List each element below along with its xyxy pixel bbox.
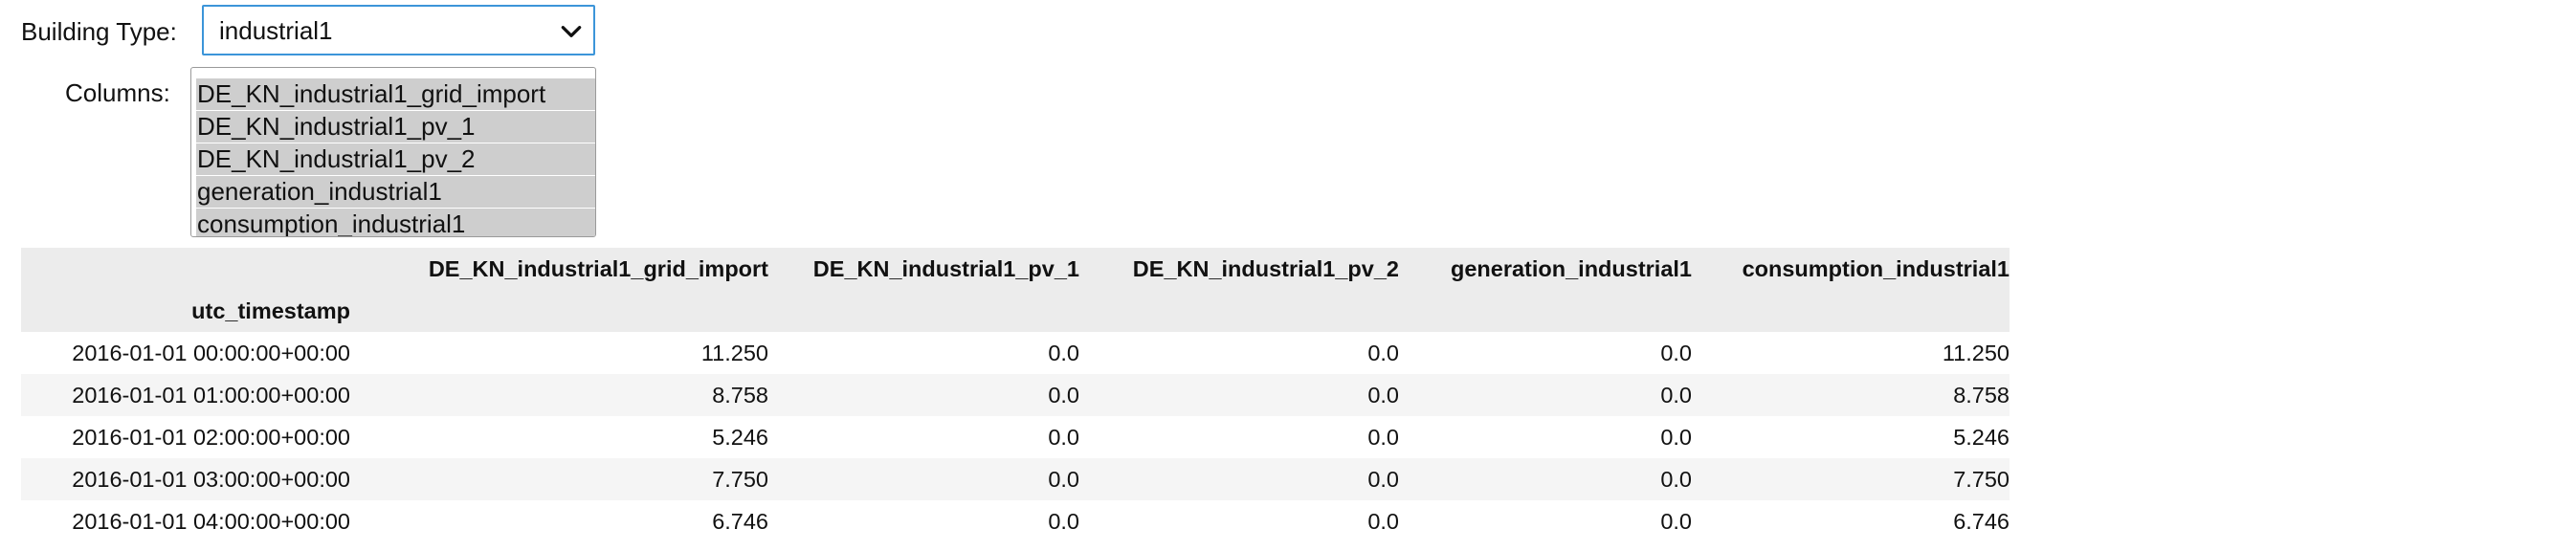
columns-label: Columns: — [65, 78, 170, 107]
row-index: 2016-01-01 04:00:00+00:00 — [72, 509, 350, 534]
table-cell: 0.0 — [1048, 509, 1079, 534]
column-option[interactable]: DE_KN_industrial1_grid_import — [196, 78, 595, 110]
table-index-header-row: utc_timestamp — [21, 290, 2010, 332]
table-row: 2016-01-01 04:00:00+00:00 6.746 0.0 0.0 … — [21, 500, 2010, 542]
table-cell: 0.0 — [1048, 467, 1079, 492]
column-header: generation_industrial1 — [1450, 256, 1692, 281]
table-cell: 8.758 — [712, 383, 768, 408]
table-cell: 6.746 — [712, 509, 768, 534]
table-cell: 8.758 — [1953, 383, 2010, 408]
column-option[interactable]: DE_KN_industrial1_pv_2 — [196, 143, 595, 175]
column-option[interactable]: generation_industrial1 — [196, 176, 595, 208]
building-type-select[interactable]: industrial1 — [202, 5, 595, 55]
table-cell: 7.750 — [1953, 467, 2010, 492]
table-row: 2016-01-01 02:00:00+00:00 5.246 0.0 0.0 … — [21, 416, 2010, 458]
columns-multiselect[interactable]: DE_KN_industrial1_grid_import DE_KN_indu… — [190, 67, 596, 237]
table-cell: 0.0 — [1367, 509, 1399, 534]
table-cell: 0.0 — [1660, 425, 1692, 450]
column-header: DE_KN_industrial1_pv_1 — [812, 256, 1079, 281]
row-index: 2016-01-01 03:00:00+00:00 — [72, 467, 350, 492]
table-cell: 0.0 — [1660, 341, 1692, 365]
row-index: 2016-01-01 00:00:00+00:00 — [72, 341, 350, 365]
row-index: 2016-01-01 01:00:00+00:00 — [72, 383, 350, 408]
chevron-down-icon — [561, 26, 582, 37]
table-cell: 0.0 — [1660, 467, 1692, 492]
table-header-row: DE_KN_industrial1_grid_import DE_KN_indu… — [21, 248, 2010, 290]
table-cell: 0.0 — [1367, 383, 1399, 408]
table-row: 2016-01-01 01:00:00+00:00 8.758 0.0 0.0 … — [21, 374, 2010, 416]
table-cell: 6.746 — [1953, 509, 2010, 534]
table-cell: 0.0 — [1660, 383, 1692, 408]
table-cell: 11.250 — [1942, 341, 2010, 365]
table-cell: 0.0 — [1048, 341, 1079, 365]
building-type-value: industrial1 — [219, 16, 333, 45]
building-type-label: Building Type: — [21, 17, 177, 46]
table-cell: 7.750 — [712, 467, 768, 492]
column-header: consumption_industrial1 — [1742, 256, 2010, 281]
table-cell: 11.250 — [700, 341, 768, 365]
table-row: 2016-01-01 03:00:00+00:00 7.750 0.0 0.0 … — [21, 458, 2010, 500]
table-cell: 0.0 — [1367, 467, 1399, 492]
column-header: DE_KN_industrial1_grid_import — [428, 256, 768, 281]
table-cell: 0.0 — [1367, 341, 1399, 365]
column-option[interactable]: consumption_industrial1 — [196, 209, 595, 236]
table-cell: 0.0 — [1048, 383, 1079, 408]
column-option[interactable]: DE_KN_industrial1_pv_1 — [196, 111, 595, 143]
table-cell: 5.246 — [1953, 425, 2010, 450]
row-index: 2016-01-01 02:00:00+00:00 — [72, 425, 350, 450]
table-cell: 0.0 — [1048, 425, 1079, 450]
table-row: 2016-01-01 00:00:00+00:00 11.250 0.0 0.0… — [21, 332, 2010, 374]
index-header: utc_timestamp — [191, 298, 350, 323]
table-cell: 0.0 — [1367, 425, 1399, 450]
table-cell: 0.0 — [1660, 509, 1692, 534]
table-cell: 5.246 — [712, 425, 768, 450]
column-header: DE_KN_industrial1_pv_2 — [1132, 256, 1399, 281]
